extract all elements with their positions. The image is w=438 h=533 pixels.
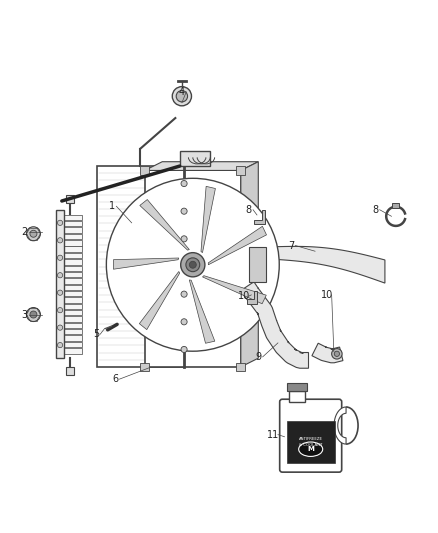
FancyBboxPatch shape: [280, 399, 342, 472]
Circle shape: [106, 179, 279, 351]
Bar: [64, 215, 82, 220]
Circle shape: [26, 227, 40, 241]
Polygon shape: [189, 280, 215, 343]
Polygon shape: [139, 271, 180, 329]
Bar: [64, 291, 82, 296]
Circle shape: [332, 349, 342, 359]
Bar: [287, 421, 335, 463]
Bar: [289, 391, 305, 402]
Polygon shape: [201, 187, 215, 253]
Bar: [64, 234, 82, 239]
Text: 7: 7: [288, 240, 294, 251]
Circle shape: [57, 255, 63, 261]
Bar: [97, 166, 184, 367]
Polygon shape: [247, 290, 257, 304]
Bar: [287, 383, 307, 391]
Circle shape: [30, 230, 37, 237]
Bar: [64, 304, 82, 309]
Polygon shape: [202, 276, 266, 304]
Bar: [64, 322, 82, 328]
Text: M: M: [307, 446, 314, 452]
Bar: [249, 247, 266, 282]
Polygon shape: [272, 246, 385, 283]
Text: 10: 10: [238, 291, 251, 301]
Text: 3: 3: [21, 310, 28, 319]
Text: 2: 2: [21, 228, 28, 237]
Bar: [64, 240, 82, 246]
Text: 11: 11: [268, 430, 280, 440]
Circle shape: [176, 91, 187, 102]
Bar: [237, 362, 245, 372]
Bar: [64, 228, 82, 233]
Polygon shape: [312, 343, 343, 363]
Circle shape: [181, 181, 187, 187]
Text: 1: 1: [109, 201, 115, 211]
Circle shape: [30, 311, 37, 318]
Bar: [64, 285, 82, 290]
Circle shape: [181, 236, 187, 242]
Polygon shape: [241, 161, 258, 367]
Bar: [64, 259, 82, 264]
Circle shape: [57, 220, 63, 225]
Bar: [64, 297, 82, 303]
Polygon shape: [140, 199, 189, 250]
Circle shape: [334, 351, 339, 357]
Circle shape: [57, 238, 63, 243]
Bar: [64, 278, 82, 284]
Bar: [66, 195, 74, 203]
Polygon shape: [113, 258, 179, 269]
Bar: [64, 335, 82, 341]
Bar: [64, 348, 82, 353]
Bar: [141, 362, 149, 372]
Circle shape: [57, 343, 63, 348]
Ellipse shape: [299, 442, 323, 456]
Bar: [392, 203, 399, 208]
Bar: [237, 166, 245, 175]
Circle shape: [181, 263, 187, 270]
Bar: [64, 246, 82, 252]
Text: 8: 8: [246, 205, 252, 215]
Polygon shape: [208, 227, 266, 265]
Circle shape: [186, 258, 200, 272]
Bar: [64, 272, 82, 277]
Bar: [145, 171, 241, 367]
Bar: [141, 166, 149, 175]
Bar: [64, 253, 82, 259]
Circle shape: [57, 308, 63, 313]
Circle shape: [57, 290, 63, 295]
Polygon shape: [145, 161, 258, 171]
Text: 9: 9: [255, 352, 261, 362]
Text: 10: 10: [321, 290, 333, 300]
Bar: [64, 221, 82, 227]
Text: 4: 4: [179, 87, 185, 97]
Text: 6: 6: [112, 374, 118, 384]
Polygon shape: [334, 407, 346, 444]
Circle shape: [181, 208, 187, 214]
Bar: [180, 151, 210, 166]
Circle shape: [181, 346, 187, 352]
Bar: [64, 329, 82, 334]
Circle shape: [57, 272, 63, 278]
Circle shape: [57, 325, 63, 330]
Polygon shape: [241, 282, 308, 368]
Bar: [64, 342, 82, 347]
Circle shape: [181, 253, 205, 277]
Text: ANTIFREEZE: ANTIFREEZE: [299, 437, 323, 441]
Circle shape: [26, 308, 40, 321]
Bar: [64, 317, 82, 322]
Bar: [64, 310, 82, 316]
Bar: [66, 367, 74, 375]
Text: & COOLANT: & COOLANT: [299, 443, 322, 447]
Text: 8: 8: [372, 205, 378, 215]
Bar: [56, 210, 64, 358]
Circle shape: [172, 87, 191, 106]
Bar: [64, 265, 82, 271]
Polygon shape: [254, 210, 265, 224]
Circle shape: [189, 261, 196, 268]
Text: 5: 5: [93, 329, 99, 339]
Circle shape: [181, 291, 187, 297]
Circle shape: [181, 319, 187, 325]
